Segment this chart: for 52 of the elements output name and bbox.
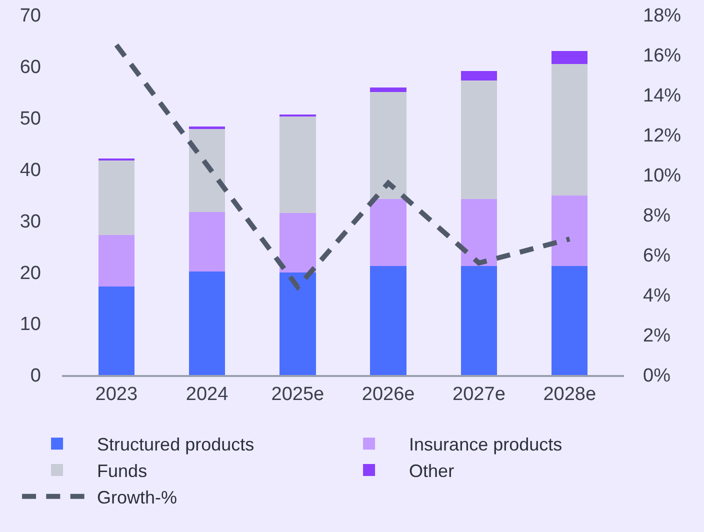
legend-label: Other — [409, 461, 454, 482]
y-tick-label: 50 — [20, 108, 41, 130]
bar — [280, 272, 316, 375]
legend-label: Structured products — [97, 434, 254, 455]
bar — [460, 71, 498, 80]
x-tick-label: 2023 — [95, 384, 138, 405]
y2-tick-label: 16% — [643, 46, 682, 67]
bar — [460, 80, 498, 200]
y2-tick-label: 10% — [643, 166, 682, 187]
bar — [280, 116, 316, 213]
y2-tick-label: 2% — [643, 326, 671, 347]
y2-tick-label: 6% — [643, 246, 671, 267]
y2-tick-label: 14% — [643, 86, 682, 107]
bar — [551, 51, 588, 64]
y-tick-label: 20 — [20, 262, 41, 284]
bar — [98, 160, 135, 236]
bar — [370, 199, 406, 266]
bar — [188, 212, 226, 272]
x-tick-label: 2027e — [452, 384, 506, 405]
y2-tick-label: 18% — [643, 6, 682, 27]
bar — [370, 88, 406, 92]
bar — [98, 286, 135, 375]
y-tick-label: 30 — [20, 211, 41, 232]
y-tick-label: 40 — [20, 160, 41, 181]
y-tick-label: 0 — [30, 366, 41, 387]
bar — [551, 196, 588, 266]
bar — [551, 266, 588, 375]
bar — [551, 64, 588, 196]
bar — [460, 199, 498, 266]
bar — [280, 213, 316, 273]
legend-label: Insurance products — [409, 434, 562, 455]
bar — [98, 158, 135, 161]
bar — [370, 92, 406, 200]
y-tick-label: 60 — [20, 57, 41, 78]
y2-tick-label: 12% — [643, 126, 682, 147]
bar — [370, 266, 406, 375]
bar — [188, 126, 226, 130]
y2-tick-label: 4% — [643, 286, 671, 307]
x-tick-label: 2028e — [543, 384, 596, 405]
legend-label: Funds — [97, 461, 148, 482]
bar — [188, 272, 226, 375]
bar — [188, 129, 226, 212]
x-tick-label: 2026e — [362, 384, 415, 405]
y-tick-label: 70 — [20, 6, 41, 27]
y-tick-label: 10 — [20, 314, 41, 336]
legend-label: Growth-% — [97, 487, 178, 508]
bar — [98, 235, 135, 287]
x-tick-label: 2025e — [271, 384, 324, 405]
bar — [460, 266, 498, 375]
x-tick-label: 2024 — [186, 384, 229, 405]
y2-tick-label: 0% — [643, 366, 671, 387]
y2-tick-label: 8% — [643, 206, 671, 227]
